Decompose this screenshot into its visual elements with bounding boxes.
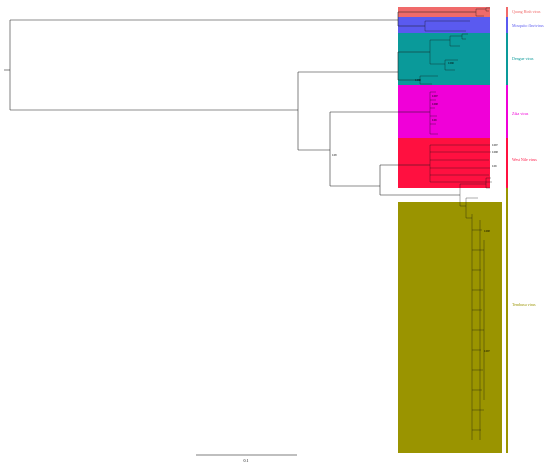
clade-bar-dengue: [506, 33, 508, 85]
sub-branches-quang-binh: [424, 7, 490, 32]
clade-block-dengue: [398, 33, 490, 85]
sub-branches-dengue: [419, 33, 468, 85]
clade-block-zika: [398, 85, 490, 138]
scale-bar: 0.1: [196, 454, 297, 463]
clade-block-mosquito-flavivirus: [398, 17, 490, 33]
clade-bar-mosquito-flavivirus: [506, 17, 508, 33]
sub-branches-west-nile: [429, 144, 492, 183]
clade-label-zika: Zika virus: [512, 111, 529, 116]
node-label-zika-c: 0.99: [432, 119, 437, 122]
node-label-dengue-a: 0.996: [448, 62, 455, 65]
node-label-dengue-b: 0.998: [415, 79, 422, 82]
node-label-zika-a: 0.997: [432, 95, 439, 98]
node-label-major: 0.98: [332, 154, 337, 157]
node-label-tmuv-b: 0.997: [484, 350, 491, 353]
clade-label-dengue: Dengue virus: [512, 56, 534, 61]
sub-branches-tembusu: [459, 177, 491, 440]
clade-label-west-nile: West Nile virus: [512, 157, 537, 162]
clade-label-mosquito-flavivirus: Mosquito flavivirus: [512, 23, 544, 28]
clade-block-west-nile: [398, 138, 490, 188]
sub-branches-zika: [429, 91, 438, 135]
clade-bar-quang-binh: [506, 7, 508, 17]
clade-block-tembusu: [398, 202, 502, 453]
node-label-wnv-c: 0.99: [492, 165, 497, 168]
node-label-wnv-a: 0.997: [492, 144, 499, 147]
node-label-tmuv-a: 0.998: [484, 230, 491, 233]
clade-bar-tembusu: [506, 188, 508, 453]
clade-bar-west-nile: [506, 138, 508, 188]
clade-label-tembusu: Tembusu virus: [512, 302, 536, 307]
scale-bar-label: 0.1: [244, 458, 249, 463]
clade-label-quang-binh: Quang Binh virus: [512, 9, 541, 14]
clade-bar-zika: [506, 85, 508, 138]
node-label-wnv-b: 0.998: [492, 151, 499, 154]
node-label-zika-b: 0.998: [432, 103, 439, 106]
tree-branches: [4, 11, 476, 196]
